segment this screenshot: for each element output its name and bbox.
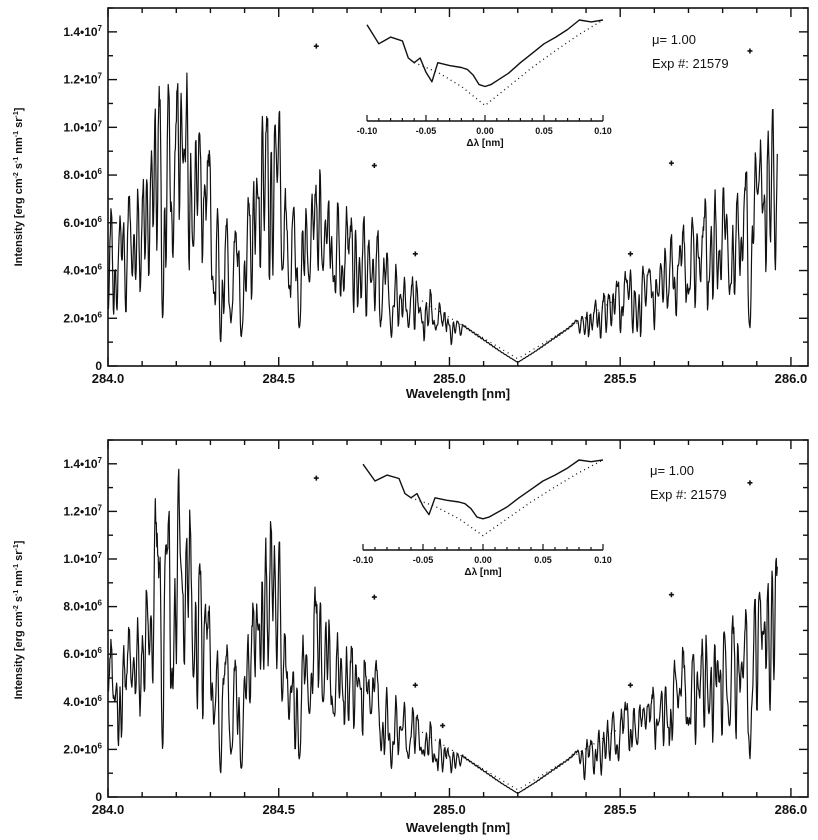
y-tick-label: 4.0•106 [63,694,102,709]
x-tick-label: 285.5 [604,371,637,386]
data-marker [668,160,674,166]
inset-model-line [410,459,604,537]
y-tick-label: 6.0•106 [63,646,102,661]
y-tick-label: 1.0•107 [63,551,102,566]
y-tick-label: 0 [95,359,102,373]
y-tick-label: 0 [95,790,102,804]
exp-annotation: Exp #: 21579 [650,487,727,502]
x-axis-label: Wavelength [nm] [406,820,510,835]
model-dotted-line [421,728,620,791]
y-tick-label: 2.0•106 [63,741,102,756]
inset-tick-label: 0.10 [594,126,612,136]
inset-tick-label: 0.00 [474,555,492,565]
y-tick-label: 1.2•107 [63,72,102,87]
y-tick-label: 1.4•107 [63,456,102,471]
x-tick-label: 284.0 [92,371,125,386]
inset-plot: -0.10 -0.05 0.00 0.05 0.10 Δλ [nm] [357,19,612,149]
x-axis-label: Wavelength [nm] [406,386,510,401]
inset-tick-label: 0.10 [594,555,612,565]
inset-plot: -0.10 -0.05 0.00 0.05 0.10 Δλ [nm] [353,459,612,578]
inset-observed-line [366,19,604,88]
data-marker [440,723,446,729]
data-marker [747,48,753,54]
exp-annotation: Exp #: 21579 [652,56,729,71]
x-tick-label: 286.0 [775,371,808,386]
inset-tick-label: -0.10 [357,126,378,136]
chart-panel-2: 284.0 284.5 285.0 285.5 286.0 0 2.0•106 4.0•106… [13,439,809,835]
y-tick-label: 8.0•106 [63,167,102,182]
data-marker [412,251,418,257]
data-marker [627,251,633,257]
plot-frame [107,439,809,798]
mu-annotation: μ= 1.00 [650,463,694,478]
data-marker [668,592,674,598]
spectrum-line [107,468,778,794]
mu-annotation: μ= 1.00 [652,32,696,47]
y-tick-label: 1.4•107 [63,24,102,39]
inset-tick-label: -0.05 [413,555,434,565]
inset-model-line [413,19,604,107]
spectrum-line [107,72,778,363]
y-tick-label: 8.0•106 [63,599,102,614]
y-tick-label: 1.2•107 [63,503,102,518]
inset-observed-line [362,459,604,520]
chart-panel-1: 284.0 284.5 285.0 285.5 286.0 0 2.0•106 4.0•106… [13,7,809,401]
x-tick-label: 284.0 [92,802,125,817]
data-marker [627,682,633,688]
inset-tick-label: -0.05 [416,126,437,136]
x-tick-label: 284.5 [262,802,295,817]
x-tick-label: 285.0 [433,802,466,817]
y-tick-label: 4.0•106 [63,263,102,278]
x-tick-label: 284.5 [262,371,295,386]
y-axis-label: Intensity [erg cm-2 s-1 nm-1 sr-1] [13,540,25,699]
plot-frame [107,7,809,367]
y-tick-label: 2.0•106 [63,310,102,325]
data-marker [412,682,418,688]
y-tick-label: 6.0•106 [63,215,102,230]
data-marker [747,480,753,486]
data-marker [371,163,377,169]
y-tick-label: 1.0•107 [63,119,102,134]
inset-tick-label: 0.05 [535,126,553,136]
inset-x-label: Δλ [nm] [464,567,501,578]
x-tick-label: 285.0 [433,371,466,386]
inset-x-label: Δλ [nm] [466,138,503,149]
inset-tick-label: -0.10 [353,555,374,565]
inset-tick-label: 0.00 [476,126,494,136]
inset-tick-label: 0.05 [534,555,552,565]
x-tick-label: 286.0 [775,802,808,817]
x-tick-label: 285.5 [604,802,637,817]
y-axis-label: Intensity [erg cm-2 s-1 nm-1 sr-1] [13,107,25,266]
data-marker [371,594,377,600]
data-marker [313,43,319,49]
data-marker [313,475,319,481]
